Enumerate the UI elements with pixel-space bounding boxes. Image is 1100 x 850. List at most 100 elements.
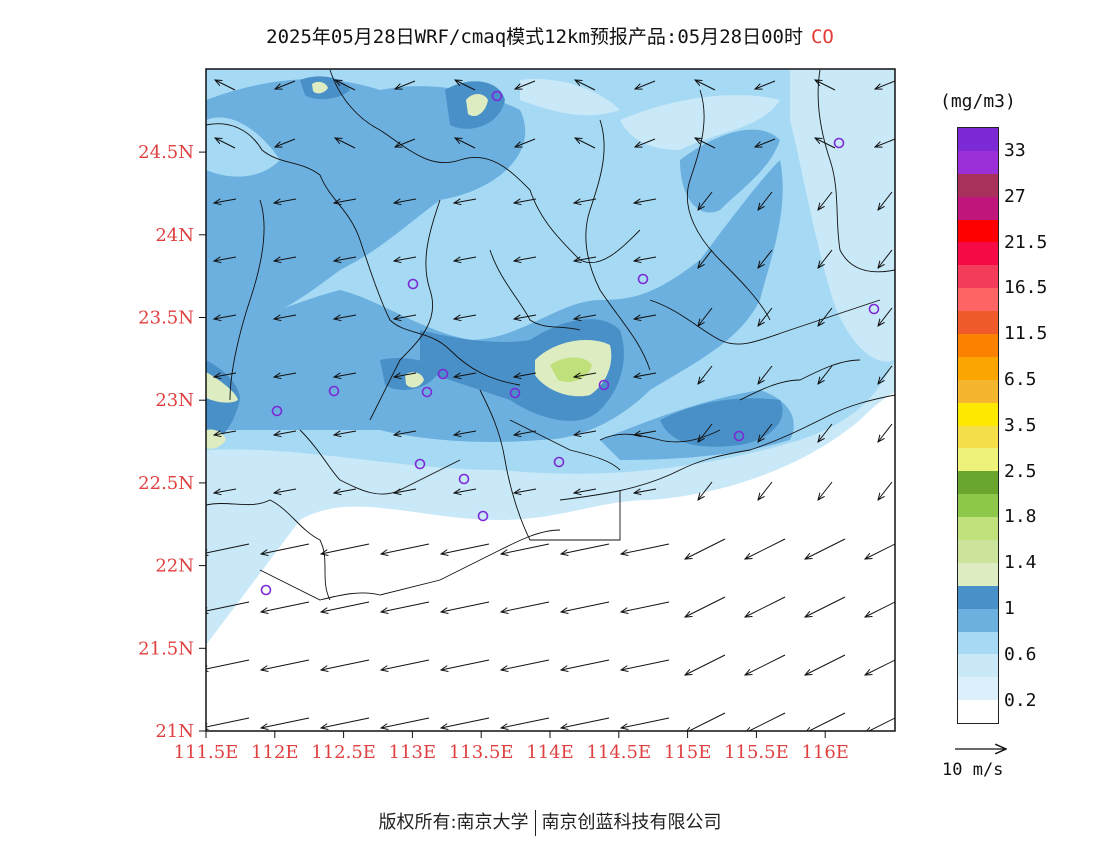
wind-arrow	[274, 315, 297, 319]
wind-arrow	[321, 717, 370, 728]
concentration-field	[206, 69, 895, 731]
wind-arrow	[634, 373, 657, 377]
lon-tick-label: 113.5E	[449, 742, 514, 763]
wind-arrow	[206, 659, 250, 670]
wind-arrow	[261, 659, 310, 670]
wind-arrow	[875, 80, 895, 89]
colorbar-segment	[958, 196, 998, 220]
wind-arrow	[501, 659, 550, 670]
wind-arrow	[455, 80, 476, 91]
wind-arrow	[394, 489, 417, 493]
wind-arrow	[206, 543, 250, 554]
wind-arrow	[818, 481, 833, 500]
wind-arrow	[274, 373, 297, 377]
wind-arrow	[215, 80, 236, 91]
colorbar-segment	[958, 562, 998, 586]
wind-arrow	[758, 307, 773, 326]
colorbar-label: 11.5	[1004, 323, 1048, 345]
wind-arrow	[805, 538, 846, 559]
wind-arrow	[454, 199, 477, 203]
wind-arrow	[334, 431, 357, 435]
colorbar-segment	[958, 311, 998, 335]
wind-arrow	[878, 191, 893, 210]
wind-arrow	[634, 199, 657, 203]
lon-tick-label: 112.5E	[311, 742, 376, 763]
wind-arrow	[755, 138, 776, 147]
colorbar-segment	[958, 219, 998, 243]
footer-divider	[534, 810, 536, 836]
colorbar-segment	[958, 654, 998, 678]
colorbar-segment	[958, 402, 998, 426]
wind-arrow	[334, 257, 357, 261]
wind-arrow	[214, 199, 237, 203]
species-label: CO	[810, 26, 834, 48]
colorbar-segment	[958, 494, 998, 518]
wind-arrow	[261, 717, 310, 728]
wind-arrow	[758, 423, 773, 442]
wind-arrow	[574, 431, 597, 435]
wind-arrow	[455, 138, 476, 149]
wind-arrow	[395, 138, 416, 147]
lat-tick-label: 21.5N	[138, 638, 194, 659]
colorbar-label: 33	[1004, 140, 1026, 161]
lon-tick-label: 115.5E	[724, 742, 789, 763]
wind-arrow	[805, 712, 846, 731]
wind-arrow	[274, 489, 297, 493]
wind-arrow	[215, 138, 236, 149]
wind-arrow	[698, 423, 713, 442]
wind-arrow	[574, 315, 597, 319]
wind-arrow	[321, 601, 370, 612]
wind-arrow	[335, 138, 356, 149]
wind-arrow	[818, 423, 833, 442]
wind-arrow	[575, 138, 596, 149]
wind-arrow	[214, 257, 237, 261]
wind-arrow	[805, 596, 846, 617]
wind-arrow	[621, 601, 670, 612]
wind-arrow	[514, 373, 537, 377]
wind-arrow	[275, 80, 296, 89]
colorbar-segment	[958, 288, 998, 312]
wind-arrow	[865, 717, 895, 731]
lon-tick-label: 114.5E	[586, 742, 651, 763]
wind-arrow	[394, 431, 417, 435]
title-text: 2025年05月28日WRF/cmaq模式12km预报产品:05月28日00时	[266, 26, 803, 48]
colorbar-label: 3.5	[1004, 414, 1037, 436]
wind-arrow	[635, 80, 656, 89]
wind-arrow	[381, 659, 430, 670]
wind-arrow	[745, 654, 786, 675]
wind-arrow	[818, 249, 833, 268]
colorbar-segment	[958, 265, 998, 289]
colorbar-label: 2.5	[1004, 460, 1037, 482]
chart-title: 2025年05月28日WRF/cmaq模式12km预报产品:05月28日00时 C…	[0, 22, 1100, 49]
wind-arrow	[685, 538, 726, 559]
wind-arrow	[758, 191, 773, 210]
wind-arrow	[635, 138, 656, 147]
boundary-lines	[206, 69, 895, 601]
wind-arrow	[878, 423, 893, 442]
wind-arrow	[634, 257, 657, 261]
copyright-footer: 版权所有:南京大学 南京创蓝科技有限公司	[0, 808, 1100, 836]
wind-arrow	[274, 257, 297, 261]
wind-arrow	[515, 138, 536, 147]
wind-arrow	[685, 712, 726, 731]
wind-arrow	[335, 80, 356, 91]
wind-arrow	[574, 257, 597, 261]
wind-arrow	[441, 543, 490, 554]
wind-arrow	[561, 543, 610, 554]
wind-arrow	[758, 249, 773, 268]
wind-arrow	[695, 80, 716, 91]
wind-arrow	[275, 138, 296, 147]
wind-arrow	[214, 489, 237, 493]
wind-arrow	[561, 659, 610, 670]
wind-arrow	[758, 365, 773, 384]
wind-arrow	[501, 717, 550, 728]
wind-arrow	[514, 489, 537, 493]
colorbar-segment	[958, 700, 998, 724]
lat-tick-label: 22.5N	[138, 473, 194, 494]
colorbar-segment	[958, 150, 998, 174]
wind-vectors	[206, 80, 895, 731]
colorbar-label: 21.5	[1004, 231, 1048, 253]
wind-arrow	[865, 659, 895, 675]
wind-arrow	[815, 138, 836, 149]
wind-arrow	[214, 315, 237, 319]
